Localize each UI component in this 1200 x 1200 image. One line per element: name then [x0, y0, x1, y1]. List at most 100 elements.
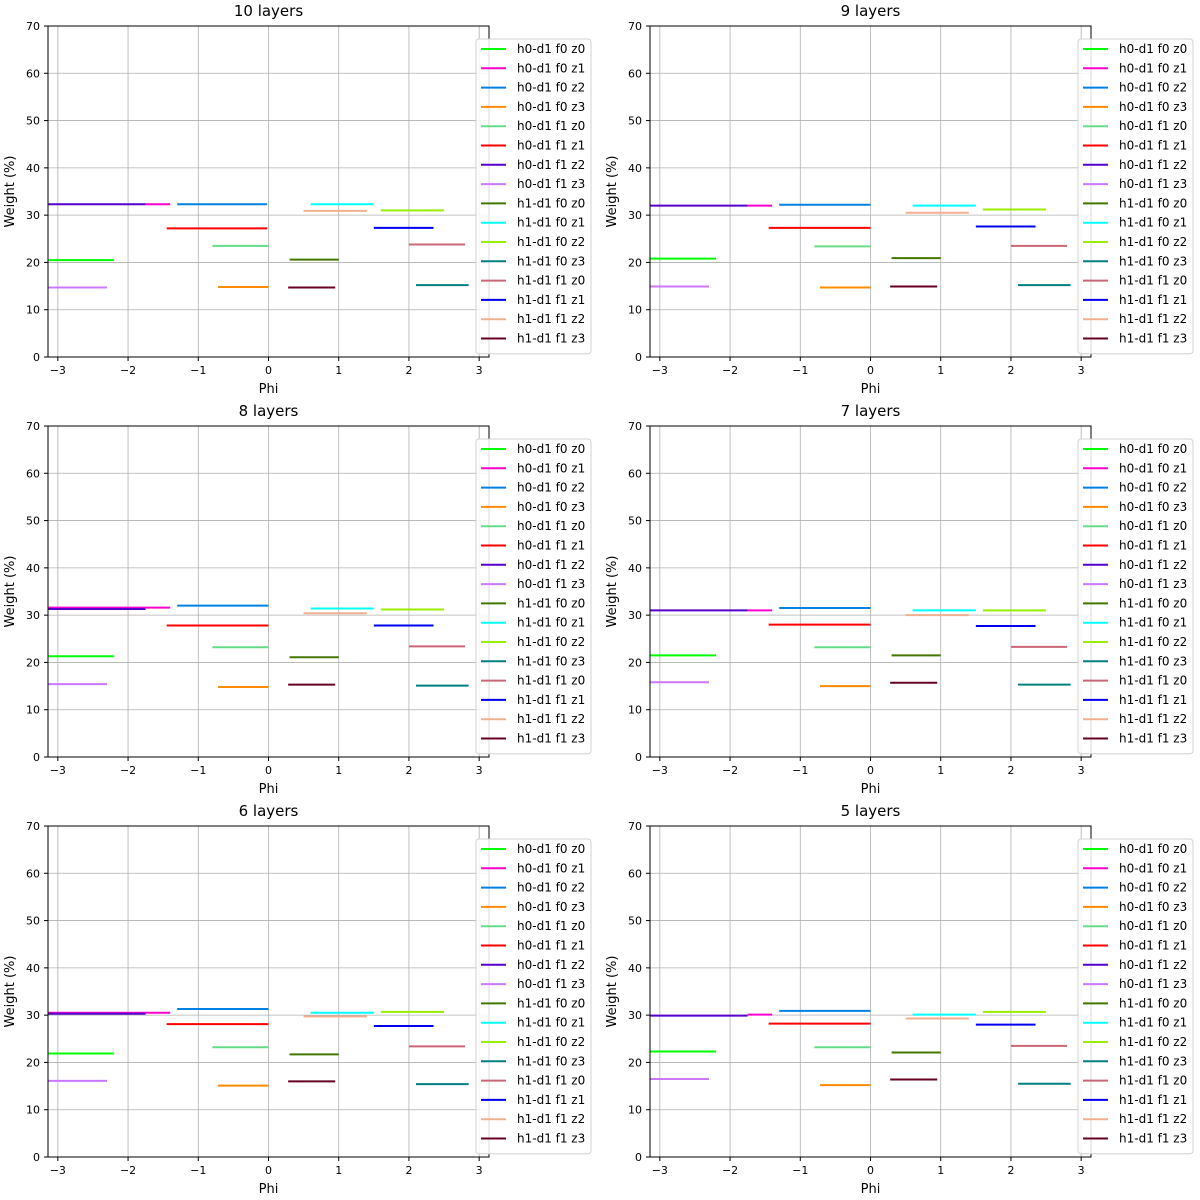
x-tick-label: 2 — [1007, 1164, 1014, 1177]
y-tick-label: 20 — [26, 656, 40, 669]
legend-label: h0-d1 f1 z2 — [1119, 158, 1187, 172]
legend-label: h1-d1 f1 z2 — [1119, 312, 1187, 326]
y-tick-label: 0 — [635, 1151, 642, 1164]
y-tick-label: 70 — [26, 20, 40, 33]
legend-box — [475, 38, 592, 355]
x-tick-label: −2 — [120, 364, 136, 377]
y-tick-label: 50 — [628, 515, 642, 528]
legend-label: h0-d1 f0 z1 — [517, 861, 585, 875]
legend-label: h0-d1 f1 z3 — [517, 577, 585, 591]
y-tick-label: 50 — [26, 915, 40, 928]
legend-label: h1-d1 f0 z0 — [1119, 196, 1187, 210]
legend-label: h1-d1 f1 z2 — [517, 1112, 585, 1126]
x-tick-label: 3 — [476, 764, 483, 777]
legend-label: h0-d1 f0 z0 — [1119, 42, 1187, 56]
y-tick-label: 0 — [635, 351, 642, 364]
legend-box — [475, 838, 592, 1155]
legend-label: h1-d1 f1 z3 — [517, 332, 585, 346]
chart-title: 8 layers — [239, 402, 299, 420]
x-tick-label: 0 — [867, 364, 874, 377]
legend-label: h1-d1 f0 z3 — [1119, 654, 1187, 668]
legend-label: h0-d1 f1 z1 — [1119, 539, 1187, 553]
legend-label: h1-d1 f0 z0 — [1119, 996, 1187, 1010]
legend-label: h0-d1 f0 z0 — [1119, 442, 1187, 456]
x-tick-label: −3 — [652, 764, 668, 777]
y-tick-label: 10 — [26, 704, 40, 717]
legend-label: h0-d1 f0 z1 — [1119, 461, 1187, 475]
x-tick-label: 0 — [867, 1164, 874, 1177]
legend-label: h1-d1 f0 z2 — [517, 235, 585, 249]
legend-label: h1-d1 f1 z3 — [1119, 732, 1187, 746]
y-tick-label: 50 — [628, 915, 642, 928]
y-tick-label: 0 — [33, 351, 40, 364]
legend-label: h1-d1 f0 z3 — [517, 1054, 585, 1068]
legend-label: h1-d1 f0 z1 — [1119, 216, 1187, 230]
legend-label: h0-d1 f1 z3 — [1119, 177, 1187, 191]
x-tick-label: −1 — [190, 364, 206, 377]
chart-panel-1: 10 layers−3 −2 −1 0 1 2 3010203040506070PhiWei… — [3, 2, 592, 397]
x-axis-label: Phi — [259, 782, 279, 797]
legend-label: h0-d1 f1 z1 — [517, 139, 585, 153]
x-axis-label: Phi — [259, 382, 279, 397]
legend-label: h0-d1 f0 z3 — [517, 500, 585, 514]
x-tick-label: 2 — [1007, 764, 1014, 777]
legend-label: h1-d1 f0 z1 — [517, 616, 585, 630]
y-axis-label: Weight (%) — [3, 956, 18, 1028]
y-tick-label: 60 — [628, 67, 642, 80]
chart-panel-6: 5 layers−3 −2 −1 0 1 2 3010203040506070PhiWeig… — [605, 802, 1194, 1197]
y-tick-label: 10 — [26, 304, 40, 317]
x-tick-label: −3 — [652, 1164, 668, 1177]
y-tick-label: 10 — [26, 1104, 40, 1117]
legend-label: h1-d1 f1 z3 — [517, 732, 585, 746]
x-axis-label: Phi — [861, 1182, 881, 1197]
legend-label: h0-d1 f1 z3 — [517, 977, 585, 991]
legend-label: h1-d1 f1 z3 — [1119, 1132, 1187, 1146]
legend-label: h0-d1 f1 z0 — [1119, 919, 1187, 933]
y-tick-label: 0 — [33, 751, 40, 764]
legend-label: h1-d1 f1 z2 — [517, 312, 585, 326]
legend-label: h1-d1 f0 z1 — [517, 216, 585, 230]
legend-label: h0-d1 f0 z1 — [517, 461, 585, 475]
legend-label: h1-d1 f0 z2 — [1119, 235, 1187, 249]
y-tick-label: 70 — [26, 420, 40, 433]
x-tick-label: 3 — [1078, 364, 1085, 377]
x-tick-label: 3 — [1078, 764, 1085, 777]
y-tick-label: 20 — [628, 656, 642, 669]
legend-label: h1-d1 f1 z0 — [517, 674, 585, 688]
legend-label: h0-d1 f1 z1 — [1119, 939, 1187, 953]
x-tick-label: −1 — [792, 764, 808, 777]
legend-label: h1-d1 f1 z0 — [1119, 1074, 1187, 1088]
chart-panel-3: 8 layers−3 −2 −1 0 1 2 3010203040506070PhiWeig… — [3, 402, 592, 797]
legend-label: h1-d1 f1 z0 — [1119, 274, 1187, 288]
legend-label: h1-d1 f1 z2 — [1119, 1112, 1187, 1126]
y-axis-label: Weight (%) — [3, 156, 18, 228]
y-tick-label: 30 — [628, 1009, 642, 1022]
legend-label: h0-d1 f0 z1 — [517, 61, 585, 75]
legend-label: h1-d1 f1 z2 — [1119, 712, 1187, 726]
y-tick-label: 50 — [628, 115, 642, 128]
x-tick-label: −1 — [190, 764, 206, 777]
x-tick-label: 1 — [335, 364, 342, 377]
y-tick-label: 60 — [26, 867, 40, 880]
x-tick-label: −2 — [120, 764, 136, 777]
y-tick-label: 30 — [628, 209, 642, 222]
legend-label: h1-d1 f1 z0 — [517, 274, 585, 288]
x-tick-label: 0 — [265, 764, 272, 777]
x-tick-label: 1 — [937, 1164, 944, 1177]
legend-label: h1-d1 f0 z0 — [1119, 596, 1187, 610]
legend-label: h1-d1 f0 z3 — [1119, 254, 1187, 268]
legend-label: h1-d1 f0 z1 — [1119, 1016, 1187, 1030]
legend-box — [475, 438, 592, 755]
chart-title: 9 layers — [841, 2, 901, 20]
y-tick-label: 60 — [628, 467, 642, 480]
legend-label: h1-d1 f0 z3 — [517, 254, 585, 268]
chart-title: 7 layers — [841, 402, 901, 420]
legend-label: h0-d1 f0 z0 — [1119, 842, 1187, 856]
legend-label: h0-d1 f1 z3 — [517, 177, 585, 191]
legend-label: h0-d1 f1 z1 — [1119, 139, 1187, 153]
y-tick-label: 60 — [26, 67, 40, 80]
legend-label: h0-d1 f0 z2 — [517, 81, 585, 95]
x-tick-label: −3 — [652, 364, 668, 377]
y-tick-label: 20 — [628, 256, 642, 269]
legend-label: h0-d1 f0 z0 — [517, 442, 585, 456]
